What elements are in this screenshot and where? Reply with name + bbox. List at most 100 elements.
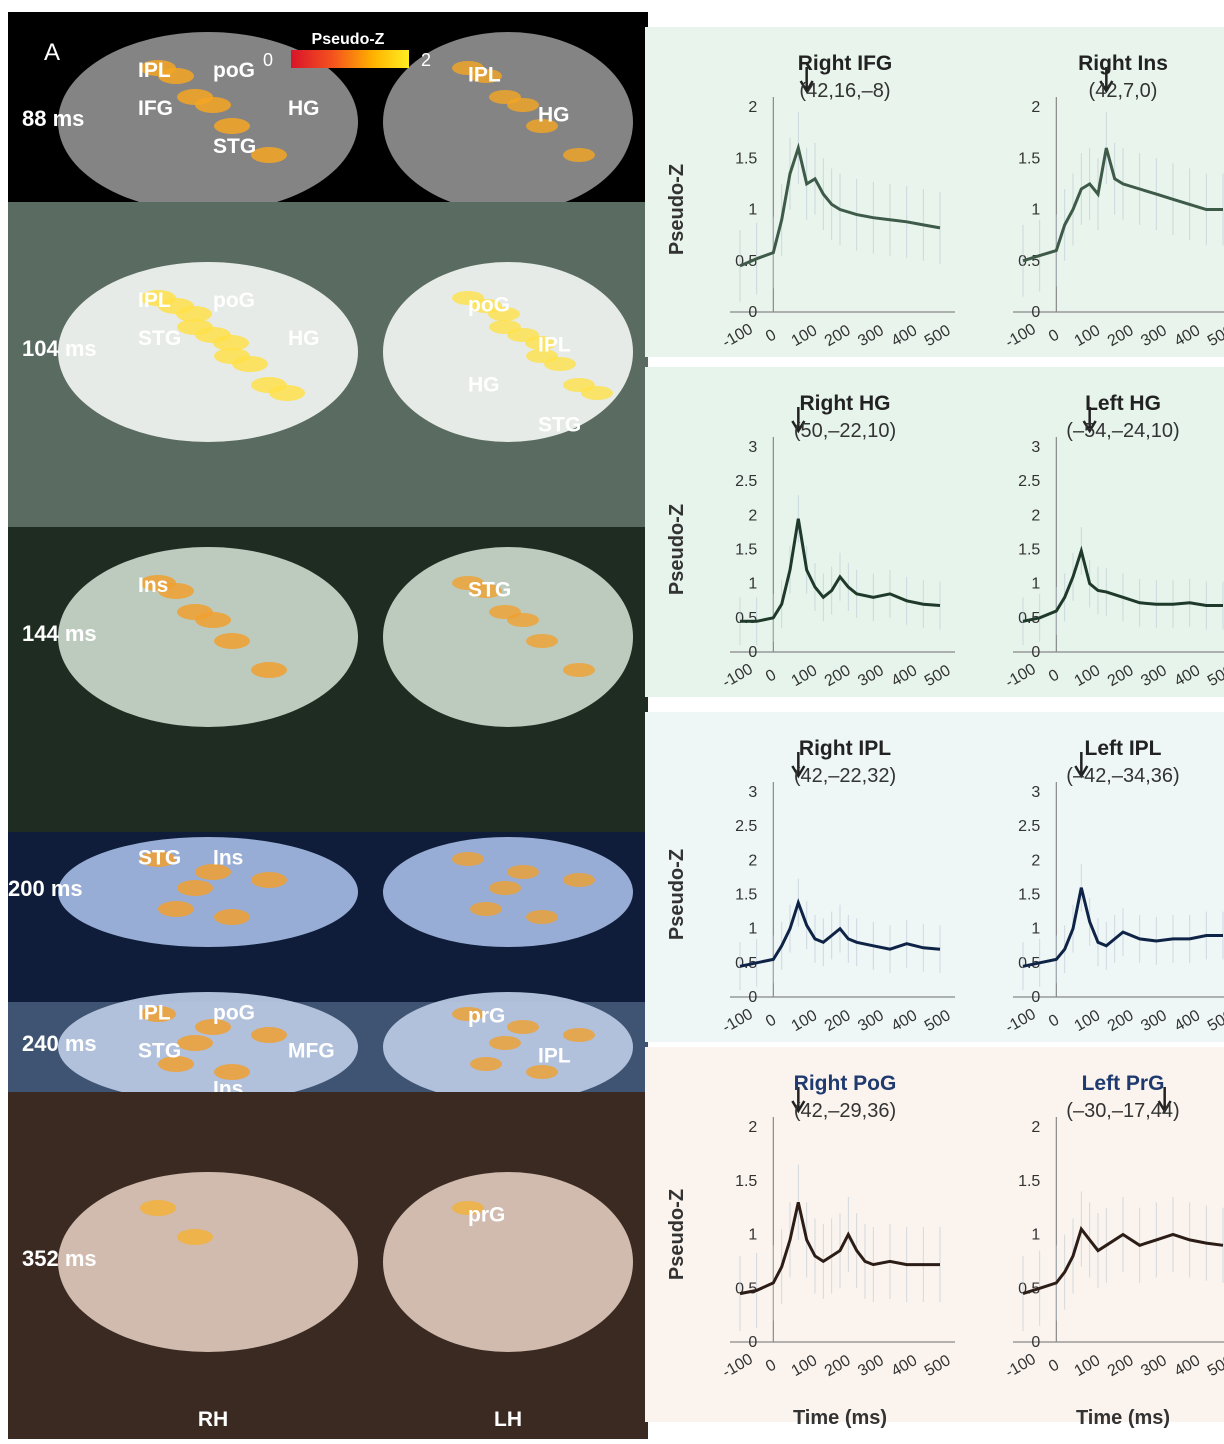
chart-title: Right PoG — [794, 1072, 897, 1095]
x-axis-label: Time (ms) — [1076, 1407, 1170, 1429]
chart-coordinates: (–42,–34,36) — [1066, 765, 1179, 787]
y-tick-label: 2 — [748, 852, 757, 869]
chart-title: Right HG — [800, 392, 891, 415]
hemisphere-label-rh: RH — [198, 1408, 228, 1431]
activation-blob — [507, 613, 539, 627]
activation-blob — [470, 902, 502, 916]
y-tick-label: 1 — [1031, 1227, 1040, 1244]
y-tick-label: 1 — [1031, 202, 1040, 219]
panel-a-brain-maps: 88 ms IPL poG HG IFG STG IPL HG 104 ms IPL poG HG ST… — [8, 12, 648, 1439]
y-tick-label: 1.5 — [1018, 1173, 1040, 1190]
region-label: Ins — [213, 847, 243, 870]
activation-blob — [563, 148, 595, 162]
brain-maps-svg: 88 msIPL poGHGIFGSTGIPLHG104 msIPL poGHGST… — [8, 12, 648, 1439]
chart-coordinates: (–30,–17,44) — [1066, 1100, 1179, 1122]
hemisphere-label-lh: LH — [494, 1408, 522, 1431]
activation-blob — [269, 385, 305, 401]
chart-row-background — [645, 367, 1224, 697]
region-label: HG — [288, 327, 320, 350]
region-label: MFG — [288, 1040, 335, 1063]
region-label: IPL — [538, 334, 571, 357]
region-label: poG — [213, 1002, 255, 1025]
y-tick-label: 0 — [1031, 644, 1040, 661]
region-label: HG — [288, 97, 320, 120]
region-label: IPL — [538, 1044, 571, 1067]
right-hemisphere-brain — [58, 1172, 358, 1352]
activation-blob — [251, 662, 287, 678]
y-tick-label: 1.5 — [735, 150, 757, 167]
chart-coordinates: (42,–29,36) — [794, 1100, 896, 1122]
panel-letter: A — [44, 39, 60, 66]
activation-blob — [214, 633, 250, 649]
activation-blob — [214, 118, 250, 134]
activation-blob — [507, 865, 539, 879]
activation-blob — [489, 1036, 521, 1050]
time-label: 144 ms — [22, 621, 97, 646]
chart-row-background — [645, 712, 1224, 1042]
activation-blob — [544, 357, 576, 371]
region-label: STG — [538, 414, 581, 437]
chart-coordinates: (42,–22,32) — [794, 765, 896, 787]
y-tick-label: 3 — [1031, 439, 1040, 456]
y-tick-label: 1.5 — [735, 542, 757, 559]
y-tick-label: 0 — [1031, 989, 1040, 1006]
region-label: poG — [213, 59, 255, 82]
activation-blob — [507, 98, 539, 112]
y-tick-label: 2 — [1031, 507, 1040, 524]
y-tick-label: 1 — [1031, 921, 1040, 938]
activation-blob — [176, 306, 212, 322]
y-tick-label: 0.5 — [735, 1280, 757, 1297]
colorbar-min-label: 0 — [263, 50, 273, 70]
time-label: 104 ms — [22, 336, 97, 361]
activation-blob — [140, 1200, 176, 1216]
region-label: prG — [468, 1204, 505, 1227]
y-tick-label: 2 — [1031, 99, 1040, 116]
activation-blob — [507, 1020, 539, 1034]
y-tick-label: 2 — [1031, 1119, 1040, 1136]
chart-coordinates: (–54,–24,10) — [1066, 420, 1179, 442]
region-label: IFG — [138, 97, 173, 120]
y-tick-label: 1 — [1031, 576, 1040, 593]
y-tick-label: 1.5 — [1018, 150, 1040, 167]
chart-title: Right Ins — [1078, 52, 1168, 75]
activation-blob — [563, 663, 595, 677]
y-tick-label: 2.5 — [735, 818, 757, 835]
activation-blob — [251, 147, 287, 163]
left-hemisphere-brain — [383, 547, 633, 727]
activation-blob — [251, 1027, 287, 1043]
activation-blob — [195, 612, 231, 628]
colorbar-title: Pseudo-Z — [312, 31, 385, 48]
chart-title: Left IPL — [1085, 737, 1162, 760]
y-tick-label: 1 — [748, 1227, 757, 1244]
y-tick-label: 0.5 — [735, 610, 757, 627]
y-axis-label: Pseudo-Z — [666, 1189, 688, 1280]
activation-blob — [232, 356, 268, 372]
y-tick-label: 2 — [748, 507, 757, 524]
region-label: STG — [468, 579, 511, 602]
y-tick-label: 2.5 — [1018, 473, 1040, 490]
activation-blob — [214, 909, 250, 925]
activation-blob — [158, 901, 194, 917]
y-tick-label: 1.5 — [735, 1173, 757, 1190]
region-label: IPL — [138, 59, 171, 82]
chart-coordinates: (42,16,–8) — [799, 80, 890, 102]
y-tick-label: 2 — [748, 99, 757, 116]
region-label: STG — [213, 135, 256, 158]
x-axis-label: Time (ms) — [793, 1407, 887, 1429]
activation-blob — [563, 1028, 595, 1042]
activation-blob — [526, 634, 558, 648]
y-tick-label: 1 — [748, 921, 757, 938]
activation-blob — [177, 880, 213, 896]
region-label: poG — [213, 289, 255, 312]
y-tick-label: 0 — [748, 1334, 757, 1351]
region-label: poG — [468, 294, 510, 317]
activation-blob — [470, 1057, 502, 1071]
time-label: 240 ms — [22, 1031, 97, 1056]
chart-coordinates: (42,7,0) — [1089, 80, 1158, 102]
activation-blob — [489, 881, 521, 895]
activation-blob — [581, 386, 613, 400]
activation-blob — [452, 852, 484, 866]
y-axis-label: Pseudo-Z — [666, 164, 688, 255]
time-label: 200 ms — [8, 876, 83, 901]
